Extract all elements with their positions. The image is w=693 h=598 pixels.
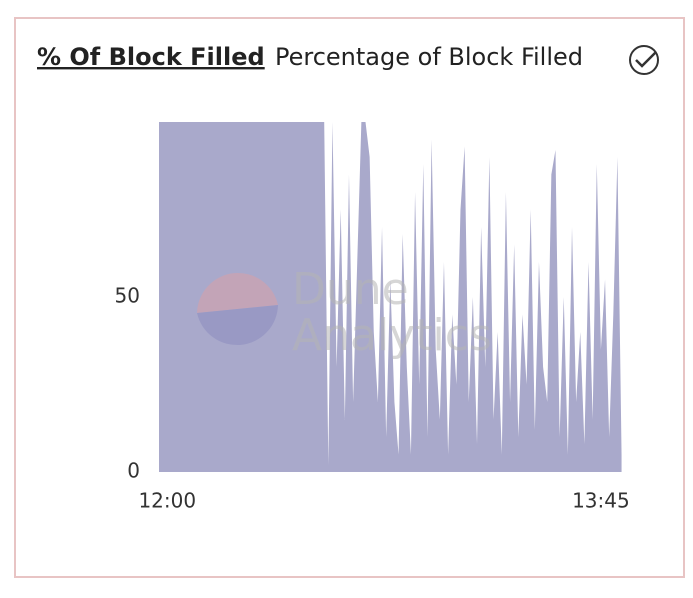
- x-tick-label: 12:00: [138, 489, 196, 513]
- y-tick-label: 0: [127, 459, 140, 483]
- plot: [159, 122, 622, 472]
- y-tick-label: 50: [115, 284, 140, 308]
- chart-subtitle: Percentage of Block Filled: [275, 43, 583, 71]
- chart-title[interactable]: % Of Block Filled: [37, 43, 265, 71]
- x-tick-label: 13:45: [572, 489, 630, 513]
- watermark-text: Dune: [292, 264, 409, 315]
- watermark-text: Analytics: [292, 310, 492, 361]
- area: [159, 122, 622, 472]
- check-icon[interactable]: [629, 45, 659, 75]
